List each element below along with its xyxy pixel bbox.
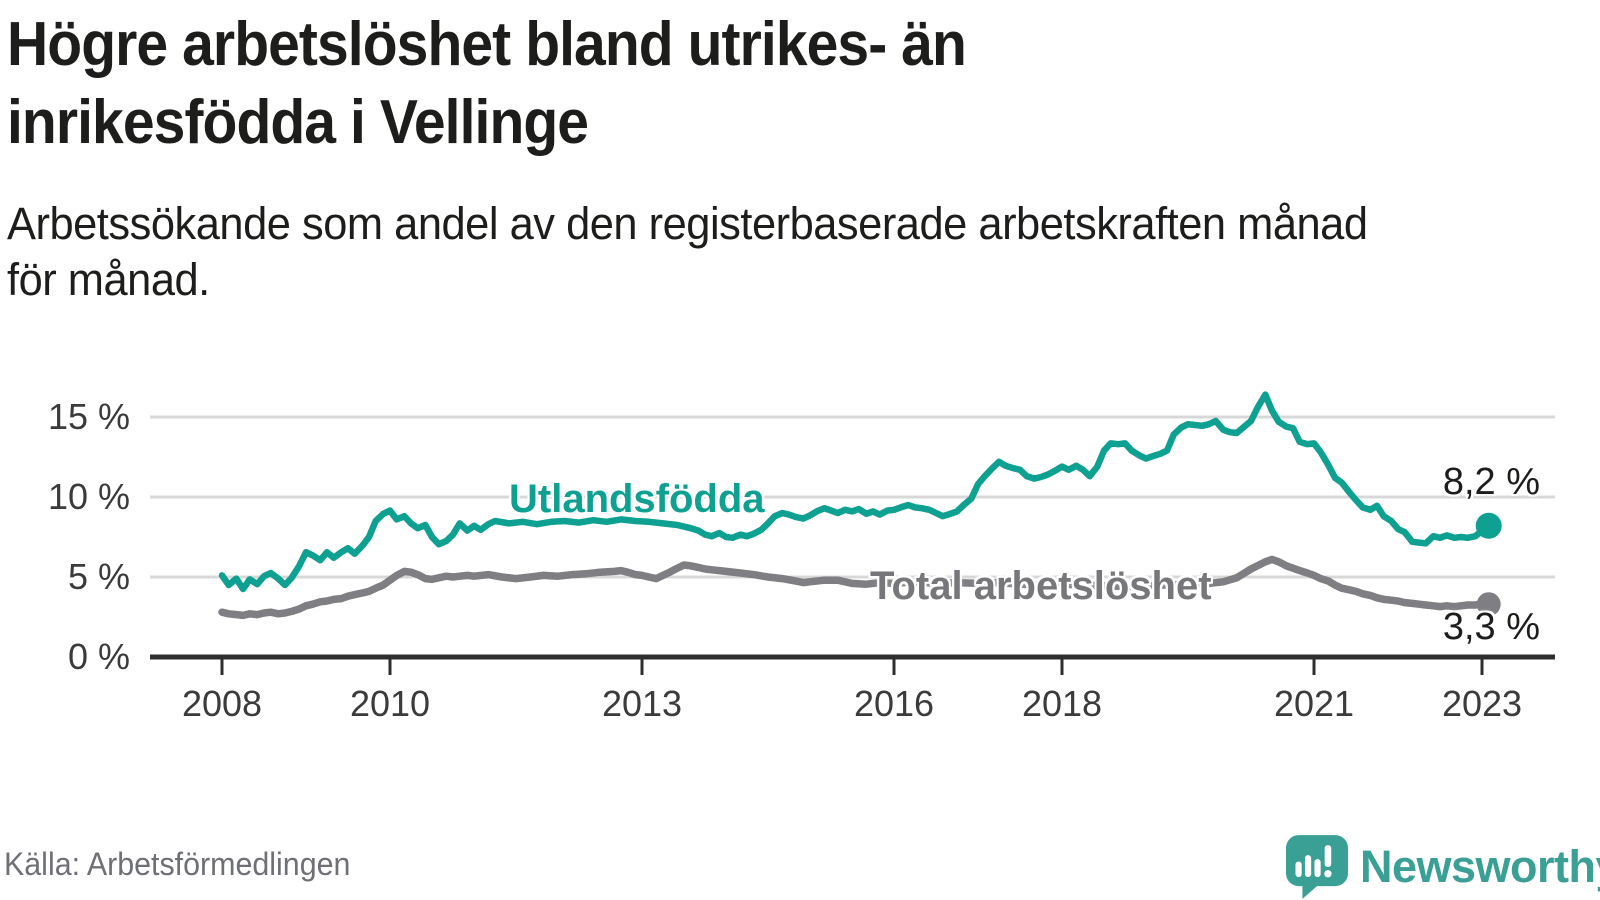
x-tick-label: 2023 (1442, 683, 1522, 724)
logo-bar-1 (1295, 861, 1302, 878)
chart-subtitle: Arbetssökande som andel av den registerb… (7, 196, 1368, 308)
end-value-label-utlandsfodda: 8,2 % (1442, 461, 1540, 503)
series-end-dot-total (1476, 592, 1501, 617)
title-line-2: inrikesfödda i Vellinge (7, 88, 589, 157)
logo-exclamation-dot (1324, 870, 1332, 878)
x-tick-label: 2010 (350, 683, 430, 724)
x-tick-label: 2008 (182, 683, 262, 724)
logo-bar-3 (1314, 859, 1321, 878)
x-tick-label: 2018 (1022, 683, 1102, 724)
source-attribution: Källa: Arbetsförmedlingen (4, 846, 351, 882)
x-tick-label: 2013 (602, 683, 682, 724)
series-label-total-arbetsloshet: Total arbetslöshet (870, 564, 1212, 608)
x-tick-label: 2016 (854, 683, 934, 724)
page-title: Högre arbetslöshet bland utrikes- än inr… (7, 6, 967, 162)
logo-bar-2 (1304, 855, 1312, 878)
newsworthy-logo: Newsworthy (1286, 835, 1600, 899)
series-end-dot-utlandsfodda (1475, 512, 1502, 539)
end-value-label-total: 3,3 % (1442, 606, 1540, 648)
subtitle-line-1: Arbetssökande som andel av den registerb… (7, 198, 1368, 249)
newsworthy-logo-text: Newsworthy (1360, 841, 1600, 892)
x-tick-label: 2021 (1274, 683, 1354, 724)
newsworthy-logo-icon (1286, 835, 1348, 899)
logo-exclamation-bar (1324, 845, 1332, 867)
title-line-1: Högre arbetslöshet bland utrikes- än (7, 10, 967, 79)
subtitle-line-2: för månad. (7, 254, 210, 305)
series-line-utlandsfodda (218, 391, 1492, 593)
series-line-total (218, 555, 1493, 620)
y-tick-label: 15 % (48, 396, 130, 437)
y-tick-label: 0 % (68, 636, 130, 677)
y-tick-label: 5 % (68, 556, 130, 597)
series-label-utlandsfodda: Utlandsfödda (509, 477, 765, 521)
y-tick-label: 10 % (48, 476, 130, 517)
